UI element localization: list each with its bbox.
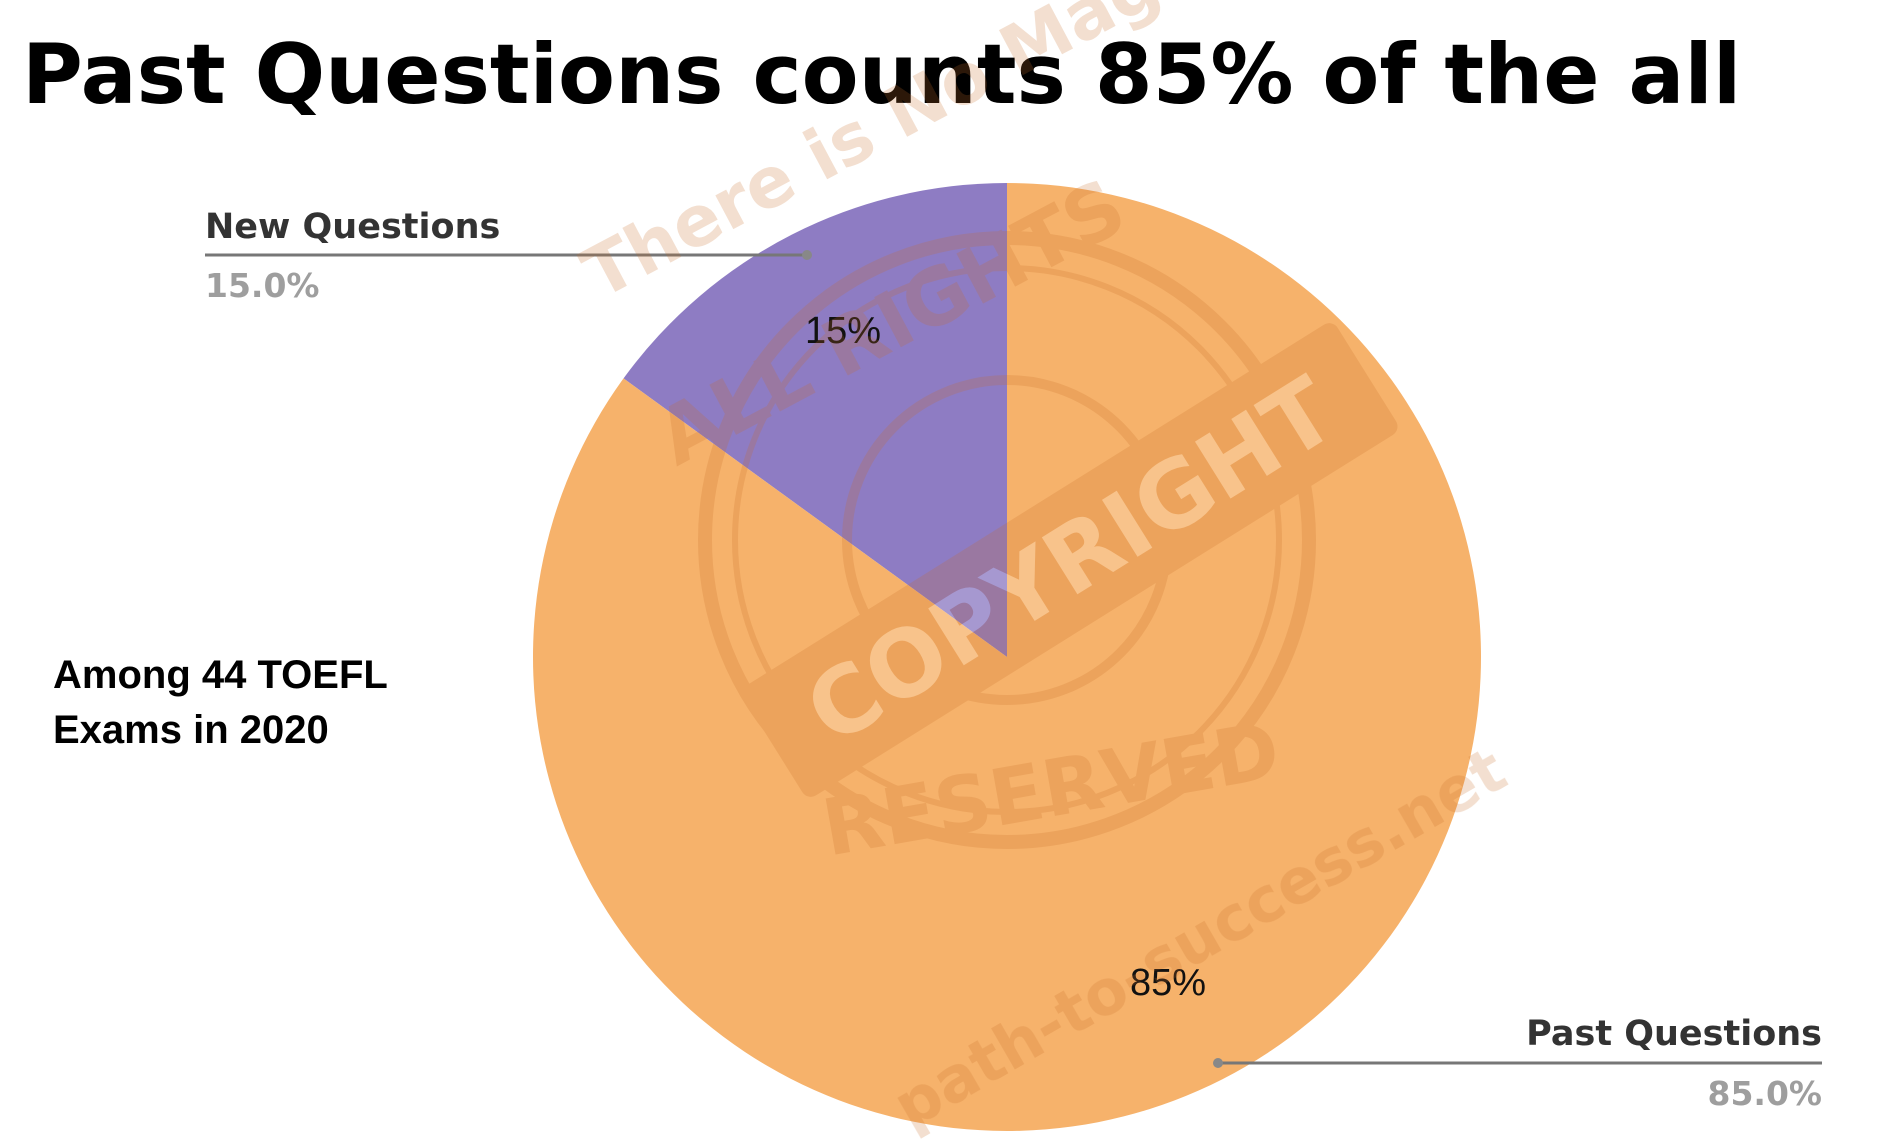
stamp-outer-ring — [698, 231, 1316, 849]
legend-name-past-questions: Past Questions — [1526, 1014, 1822, 1054]
pie-slice-past-questions — [533, 183, 1481, 1131]
slice-label-new-questions: 15% — [805, 310, 881, 352]
stamp-inner-ring — [842, 375, 1172, 705]
stamp-banner-band — [742, 323, 1398, 797]
slice-label-past-questions: 85% — [1130, 962, 1206, 1004]
pie-slice-new-questions — [623, 183, 1007, 657]
pie-slices — [533, 183, 1481, 1131]
legend-value-past-questions: 85.0% — [1708, 1074, 1823, 1113]
leader-dot-new-questions — [802, 250, 812, 260]
chart-title: Past Questions counts 85% of the all — [22, 26, 1741, 123]
leader-dot-past-questions — [1213, 1058, 1223, 1068]
note-line-2: Exams in 2020 — [53, 708, 329, 752]
legend-name-new-questions: New Questions — [205, 207, 500, 247]
legend-value-new-questions: 15.0% — [205, 266, 320, 305]
legend-past-questions: Past Questions 85.0% — [1213, 1014, 1822, 1113]
legend-new-questions: New Questions 15.0% — [205, 207, 812, 305]
stamp-mid-ring — [732, 265, 1282, 815]
note-line-1: Among 44 TOEFL — [53, 653, 388, 697]
